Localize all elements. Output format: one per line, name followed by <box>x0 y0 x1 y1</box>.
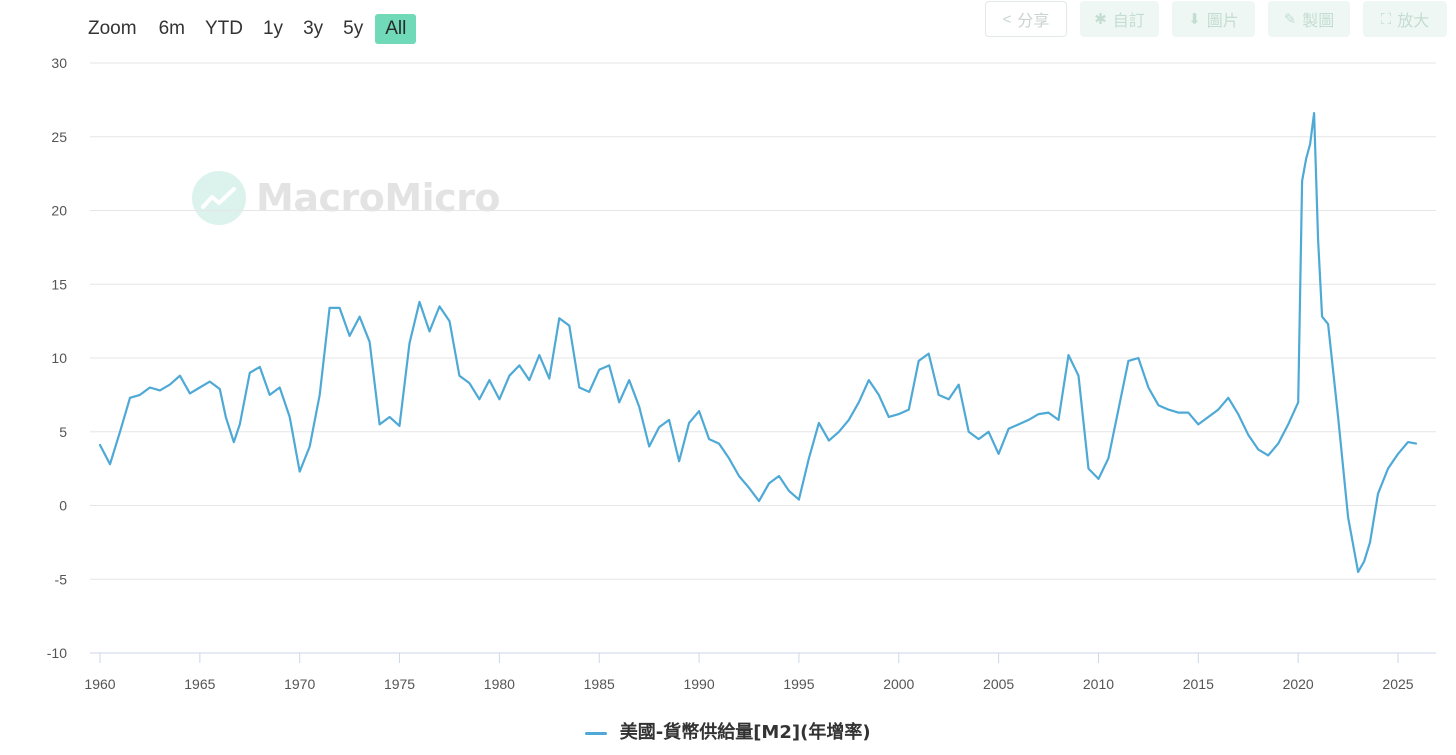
share-label: 分享 <box>1017 13 1050 30</box>
grid-lines <box>90 62 1436 654</box>
zoom-1y-button[interactable]: 1y <box>262 18 284 39</box>
zoom-all-button[interactable]: All <box>375 14 417 44</box>
range-selector: Zoom 6m YTD 1y 3y 5y All <box>88 14 420 44</box>
y-tick-label: 0 <box>59 498 67 514</box>
expand-icon: ⛶ <box>1380 10 1392 28</box>
pencil-icon: ✎ <box>1283 11 1297 28</box>
watermark-text: MacroMicro <box>256 176 501 220</box>
zoom-3y-button[interactable]: 3y <box>303 18 324 39</box>
y-tick-label: 15 <box>51 276 67 292</box>
series-layer <box>98 111 1418 574</box>
zoom-ytd-button[interactable]: YTD <box>204 18 243 39</box>
x-tick-label: 1995 <box>783 676 814 692</box>
x-tick-label: 2010 <box>1083 676 1114 692</box>
zoom-6m-button[interactable]: 6m <box>158 18 185 39</box>
custom-button[interactable]: ✱ 自訂 <box>1080 1 1159 37</box>
expand-button[interactable]: ⛶ 放大 <box>1363 1 1447 37</box>
x-axis: 1960 1965 1970 1975 1980 1985 1990 1995 2000 2005… <box>84 652 1436 692</box>
x-tick-label: 1960 <box>84 676 115 692</box>
x-tick-label: 2015 <box>1183 676 1214 692</box>
x-tick-label: 1985 <box>584 676 615 692</box>
y-tick-label: -10 <box>47 645 67 661</box>
expand-label: 放大 <box>1397 13 1430 30</box>
x-tick-label: 2020 <box>1283 676 1314 692</box>
watermark-logo-icon <box>192 171 246 225</box>
image-label: 圖片 <box>1206 13 1239 30</box>
series-line-m2-yoy[interactable] <box>98 111 1418 574</box>
draw-label: 製圖 <box>1302 13 1335 30</box>
y-tick-label: 5 <box>59 424 67 440</box>
legend-label: 美國-貨幣供給量[M2](年增率) <box>619 722 871 743</box>
x-tick-label: 2005 <box>983 676 1014 692</box>
y-axis: 30 25 20 15 10 5 0 -5 -10 <box>47 55 67 661</box>
x-tick-label: 1970 <box>284 676 315 692</box>
custom-label: 自訂 <box>1112 13 1145 30</box>
watermark: MacroMicro <box>192 170 501 226</box>
draw-button[interactable]: ✎ 製圖 <box>1268 1 1350 37</box>
gear-icon: ✱ <box>1094 11 1107 28</box>
y-tick-label: 30 <box>51 55 67 71</box>
y-tick-label: 20 <box>51 203 67 219</box>
zoom-5y-button[interactable]: 5y <box>343 18 364 39</box>
share-button[interactable]: < 分享 <box>985 1 1067 37</box>
x-tick-label: 2025 <box>1382 676 1413 692</box>
legend[interactable]: 美國-貨幣供給量[M2](年增率) <box>0 718 1456 744</box>
zoom-label: Zoom <box>88 18 137 39</box>
share-icon: < <box>1002 10 1012 28</box>
x-tick-label: 1975 <box>384 676 415 692</box>
x-tick-label: 2000 <box>883 676 914 692</box>
image-button[interactable]: ⬇ 圖片 <box>1172 1 1255 37</box>
y-tick-label: 10 <box>51 350 67 366</box>
download-icon: ⬇ <box>1188 11 1201 28</box>
x-tick-label: 1965 <box>184 676 215 692</box>
y-tick-label: -5 <box>55 571 68 587</box>
legend-swatch <box>585 731 608 735</box>
x-tick-label: 1990 <box>683 676 714 692</box>
y-tick-label: 25 <box>51 129 67 145</box>
x-tick-label: 1980 <box>484 676 515 692</box>
